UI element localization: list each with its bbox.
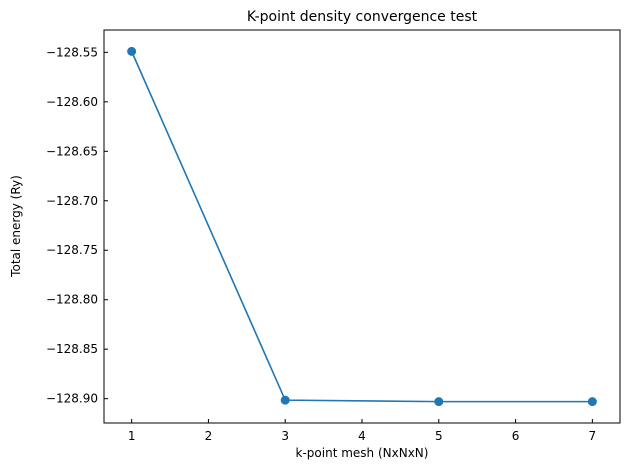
y-tick-label: −128.65: [46, 144, 98, 158]
x-axis-label: k-point mesh (NxNxN): [296, 446, 429, 460]
data-point: [587, 397, 597, 407]
x-tick-label: 7: [589, 429, 597, 443]
data-point: [280, 395, 290, 405]
data-point: [127, 46, 137, 56]
y-tick-label: −128.90: [46, 392, 98, 406]
x-tick-label: 5: [435, 429, 443, 443]
y-axis-ticks: −128.55 −128.60 −128.65 −128.70 −128.75 −128.…: [46, 45, 108, 406]
x-tick-label: 4: [358, 429, 366, 443]
x-tick-label: 6: [512, 429, 520, 443]
plot-area: [104, 30, 620, 423]
y-axis-label: Total energy (Ry): [9, 175, 23, 278]
y-tick-label: −128.75: [46, 243, 98, 257]
series-line: [130, 51, 593, 403]
series-group: [127, 46, 597, 407]
data-point: [434, 397, 444, 407]
x-axis-ticks: 1 2 3 4 5 6 7: [128, 419, 596, 443]
x-tick-label: 3: [281, 429, 289, 443]
y-tick-label: −128.55: [46, 45, 98, 59]
y-tick-label: −128.60: [46, 95, 98, 109]
chart-title: K-point density convergence test: [247, 9, 478, 25]
x-tick-label: 1: [128, 429, 136, 443]
y-tick-label: −128.85: [46, 342, 98, 356]
y-tick-label: −128.70: [46, 194, 98, 208]
x-tick-label: 2: [205, 429, 213, 443]
plot-frame: [103, 29, 621, 424]
y-tick-label: −128.80: [46, 293, 98, 307]
